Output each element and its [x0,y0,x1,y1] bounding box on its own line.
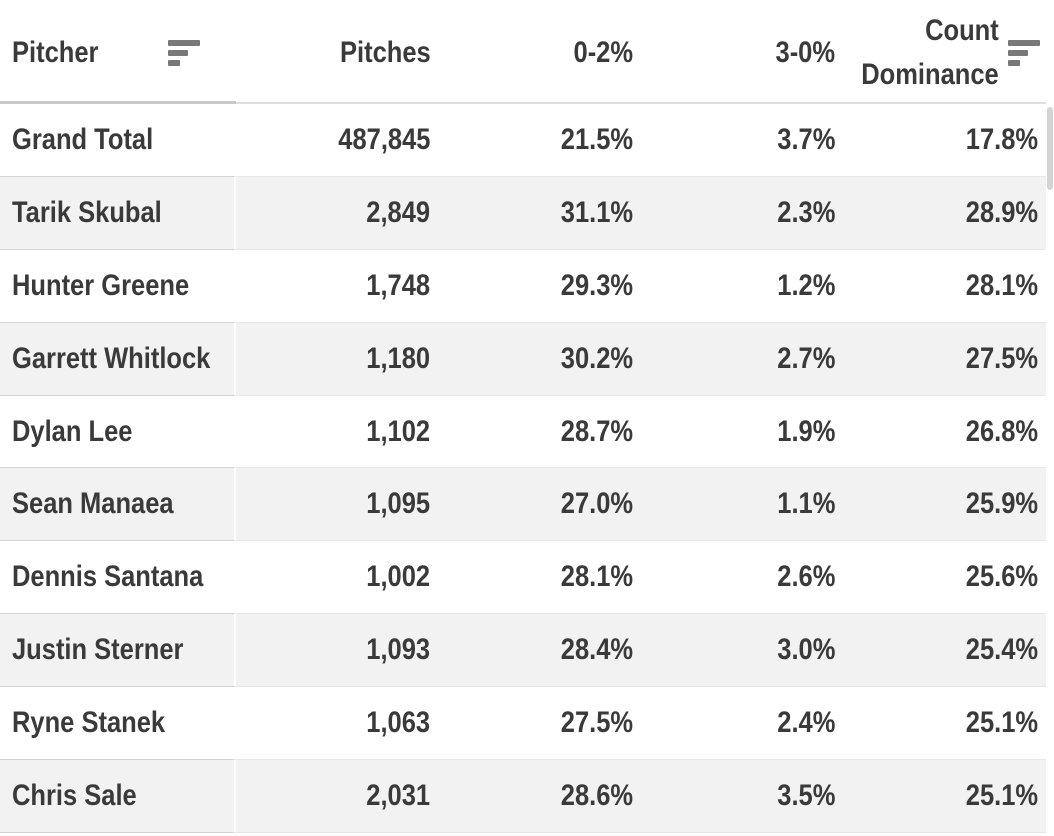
cell-pitcher[interactable]: Chris Sale [0,760,236,833]
cell-pitcher[interactable]: Grand Total [0,104,236,177]
cell-pitcher[interactable]: Hunter Greene [0,249,236,323]
column-header-label: 3-0% [775,36,836,69]
table-row: Hunter Greene 1,748 29.3% 1.2% 28.1% [0,249,1054,323]
cell-3-0-pct[interactable]: 2.6% [641,541,844,615]
cell-pitcher[interactable]: Garrett Whitlock [0,322,236,396]
cell-pitches[interactable]: 1,063 [236,687,439,761]
table-row: Sean Manaea 1,095 27.0% 1.1% 25.9% [0,468,1054,542]
vertical-scrollbar[interactable] [1046,104,1054,836]
column-header-label: Count Dominance [861,14,999,91]
table-header-row: Pitcher Pitches 0-2% 3-0% Count Dominance [0,0,1054,104]
cell-3-0-pct[interactable]: 1.1% [641,468,844,542]
table-row: Tarik Skubal 2,849 31.1% 2.3% 28.9% [0,176,1054,250]
cell-pitches[interactable]: 1,093 [236,614,439,688]
cell-3-0-pct[interactable]: 3.0% [641,614,844,688]
column-header-count-dominance[interactable]: Count Dominance [843,0,1046,104]
cell-3-0-pct[interactable]: 3.7% [641,104,844,177]
cell-3-0-pct[interactable]: 3.5% [641,760,844,833]
cell-pitches[interactable]: 487,845 [236,104,439,177]
sort-descending-icon[interactable] [1008,40,1040,66]
column-header-label: 0-2% [573,36,633,69]
table-body: Grand Total 487,845 21.5% 3.7% 17.8% Tar… [0,104,1054,836]
cell-pitches[interactable]: 2,031 [236,760,439,833]
column-header-pitches[interactable]: Pitches [236,0,439,104]
sort-descending-icon[interactable] [168,40,200,66]
cell-pitches[interactable]: 1,180 [236,322,439,396]
cell-pitcher[interactable]: Tarik Skubal [0,176,236,250]
cell-0-2-pct[interactable]: 28.6% [438,760,641,833]
cell-count-dominance[interactable]: 28.1% [843,249,1046,323]
cell-count-dominance[interactable]: 25.4% [843,614,1046,688]
cell-pitches[interactable]: 2,849 [236,176,439,250]
next-row-sliver [0,832,1054,836]
table-row: Chris Sale 2,031 28.6% 3.5% 25.1% [0,760,1054,833]
cell-0-2-pct[interactable]: 31.1% [438,176,641,250]
cell-pitcher[interactable]: Ryne Stanek [0,687,236,761]
cell-0-2-pct[interactable]: 27.0% [438,468,641,542]
cell-pitcher[interactable]: Dylan Lee [0,395,236,469]
cell-pitches[interactable]: 1,095 [236,468,439,542]
cell-count-dominance[interactable]: 17.8% [843,104,1046,177]
table-row: Garrett Whitlock 1,180 30.2% 2.7% 27.5% [0,322,1054,396]
cell-count-dominance[interactable]: 25.1% [843,760,1046,833]
column-header-label: Pitches [339,36,431,69]
cell-count-dominance[interactable]: 25.6% [843,541,1046,615]
cell-count-dominance[interactable]: 28.9% [843,176,1046,250]
cell-pitcher[interactable]: Justin Sterner [0,614,236,688]
column-header-label: Pitcher [12,35,99,69]
cell-0-2-pct[interactable]: 29.3% [438,249,641,323]
cell-count-dominance[interactable]: 27.5% [843,322,1046,396]
cell-0-2-pct[interactable]: 28.4% [438,614,641,688]
table-row: Dylan Lee 1,102 28.7% 1.9% 26.8% [0,395,1054,469]
cell-3-0-pct[interactable]: 2.7% [641,322,844,396]
cell-3-0-pct[interactable]: 2.4% [641,687,844,761]
cell-0-2-pct[interactable]: 27.5% [438,687,641,761]
column-header-0-2-pct[interactable]: 0-2% [438,0,641,104]
cell-pitcher[interactable]: Sean Manaea [0,468,236,542]
scrollbar-thumb[interactable] [1047,107,1053,190]
cell-0-2-pct[interactable]: 28.7% [438,395,641,469]
cell-count-dominance[interactable]: 25.1% [843,687,1046,761]
cell-3-0-pct[interactable]: 1.9% [641,395,844,469]
cell-pitches[interactable]: 1,748 [236,249,439,323]
cell-3-0-pct[interactable]: 1.2% [641,249,844,323]
column-header-pitcher[interactable]: Pitcher [0,0,236,104]
cell-count-dominance[interactable]: 26.8% [843,395,1046,469]
cell-0-2-pct[interactable]: 21.5% [438,104,641,177]
cell-3-0-pct[interactable]: 2.3% [641,176,844,250]
cell-0-2-pct[interactable]: 30.2% [438,322,641,396]
cell-pitcher[interactable]: Dennis Santana [0,541,236,615]
cell-pitches[interactable]: 1,102 [236,395,439,469]
table-row: Ryne Stanek 1,063 27.5% 2.4% 25.1% [0,687,1054,761]
cell-pitches[interactable]: 1,002 [236,541,439,615]
cell-0-2-pct[interactable]: 28.1% [438,541,641,615]
table-row: Dennis Santana 1,002 28.1% 2.6% 25.6% [0,541,1054,615]
table-row: Justin Sterner 1,093 28.4% 3.0% 25.4% [0,614,1054,688]
column-header-3-0-pct[interactable]: 3-0% [641,0,844,104]
cell-count-dominance[interactable]: 25.9% [843,468,1046,542]
table-row: Grand Total 487,845 21.5% 3.7% 17.8% [0,104,1054,177]
